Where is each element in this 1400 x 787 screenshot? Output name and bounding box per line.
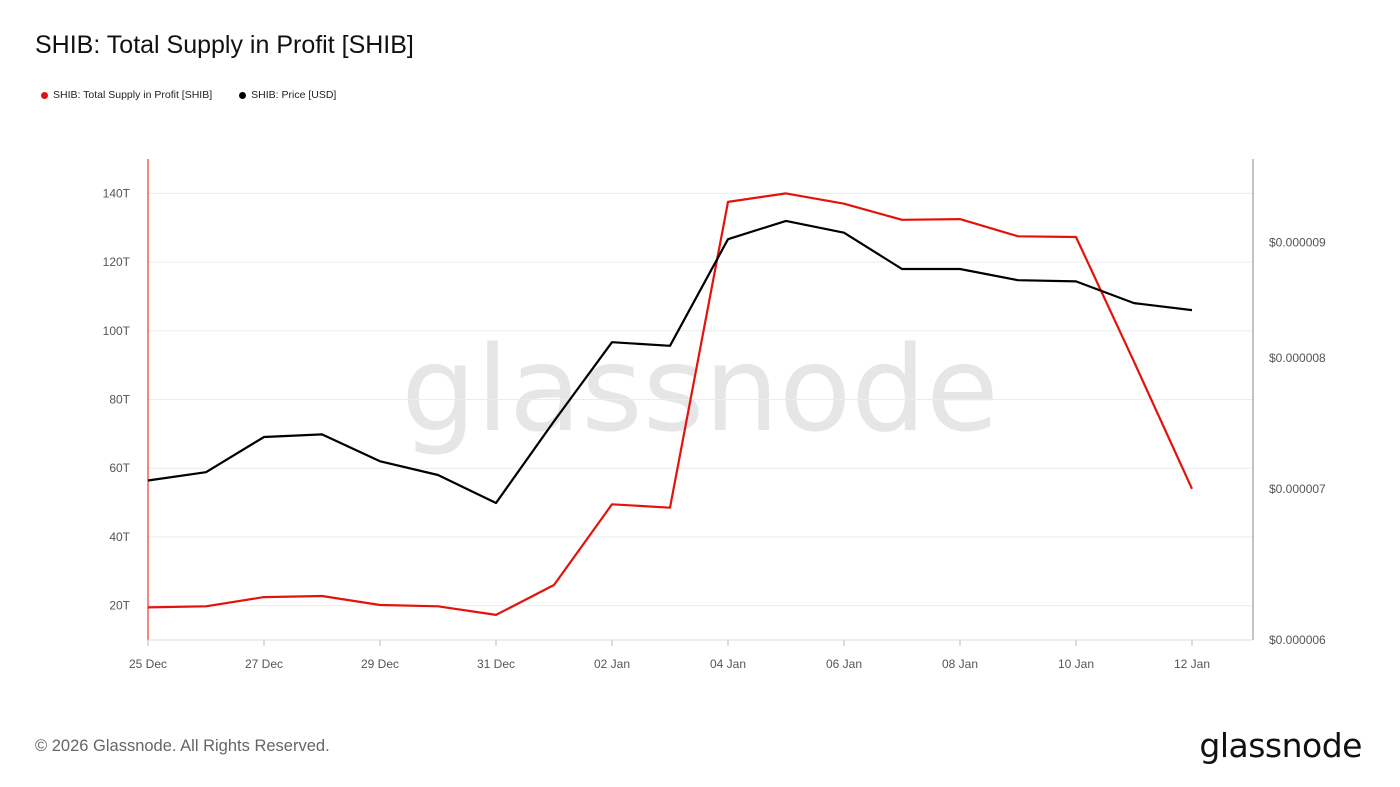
left-tick-label: 40T bbox=[109, 530, 130, 544]
series-line-price bbox=[147, 219, 1193, 505]
legend-item-price[interactable]: SHIB: Price [USD] bbox=[239, 89, 336, 101]
left-tick-label: 60T bbox=[109, 461, 130, 475]
x-tick-label: 27 Dec bbox=[245, 657, 283, 671]
legend-dot-red bbox=[41, 91, 48, 99]
legend-item-supply-in-profit[interactable]: SHIB: Total Supply in Profit [SHIB] bbox=[41, 89, 212, 101]
right-tick-label: $0.000009 bbox=[1269, 235, 1326, 249]
left-axis-ticks: 20T 40T 60T 80T 100T 120T 140T bbox=[103, 186, 131, 612]
glassnode-logo[interactable]: glassnode bbox=[1199, 726, 1362, 765]
x-tick-label: 29 Dec bbox=[361, 657, 399, 671]
x-tick-label: 25 Dec bbox=[129, 657, 167, 671]
right-tick-label: $0.000008 bbox=[1269, 351, 1326, 365]
copyright-text: © 2026 Glassnode. All Rights Reserved. bbox=[35, 737, 330, 755]
x-axis-ticks: 25 Dec 27 Dec 29 Dec 31 Dec 02 Jan 04 Jan 06 J… bbox=[129, 640, 1210, 671]
legend-label: SHIB: Total Supply in Profit [SHIB] bbox=[53, 89, 213, 101]
left-tick-label: 80T bbox=[109, 393, 130, 407]
right-tick-label: $0.000007 bbox=[1269, 482, 1326, 496]
x-tick-label: 04 Jan bbox=[710, 657, 746, 671]
series-lines bbox=[147, 192, 1194, 617]
watermark: glassnode bbox=[401, 320, 998, 458]
legend-label: SHIB: Price [USD] bbox=[251, 89, 337, 101]
series-line-supply-in-profit bbox=[147, 192, 1194, 617]
grid-lines bbox=[148, 192, 1253, 607]
legend-dot-black bbox=[239, 91, 247, 99]
right-axis-ticks: $0.000006 $0.000007 $0.000008 $0.000009 bbox=[1269, 235, 1326, 647]
legend: SHIB: Total Supply in Profit [SHIB] SHIB… bbox=[41, 89, 336, 101]
left-tick-label: 120T bbox=[103, 255, 131, 269]
left-tick-label: 140T bbox=[103, 186, 131, 200]
x-tick-label: 10 Jan bbox=[1058, 657, 1094, 671]
chart-title: SHIB: Total Supply in Profit [SHIB] bbox=[35, 31, 414, 59]
right-tick-label: $0.000006 bbox=[1269, 633, 1326, 647]
x-tick-label: 08 Jan bbox=[942, 657, 978, 671]
left-tick-label: 20T bbox=[109, 599, 130, 613]
left-tick-label: 100T bbox=[103, 324, 131, 338]
x-tick-label: 06 Jan bbox=[826, 657, 862, 671]
x-tick-label: 02 Jan bbox=[594, 657, 630, 671]
x-tick-label: 31 Dec bbox=[477, 657, 515, 671]
x-tick-label: 12 Jan bbox=[1174, 657, 1210, 671]
